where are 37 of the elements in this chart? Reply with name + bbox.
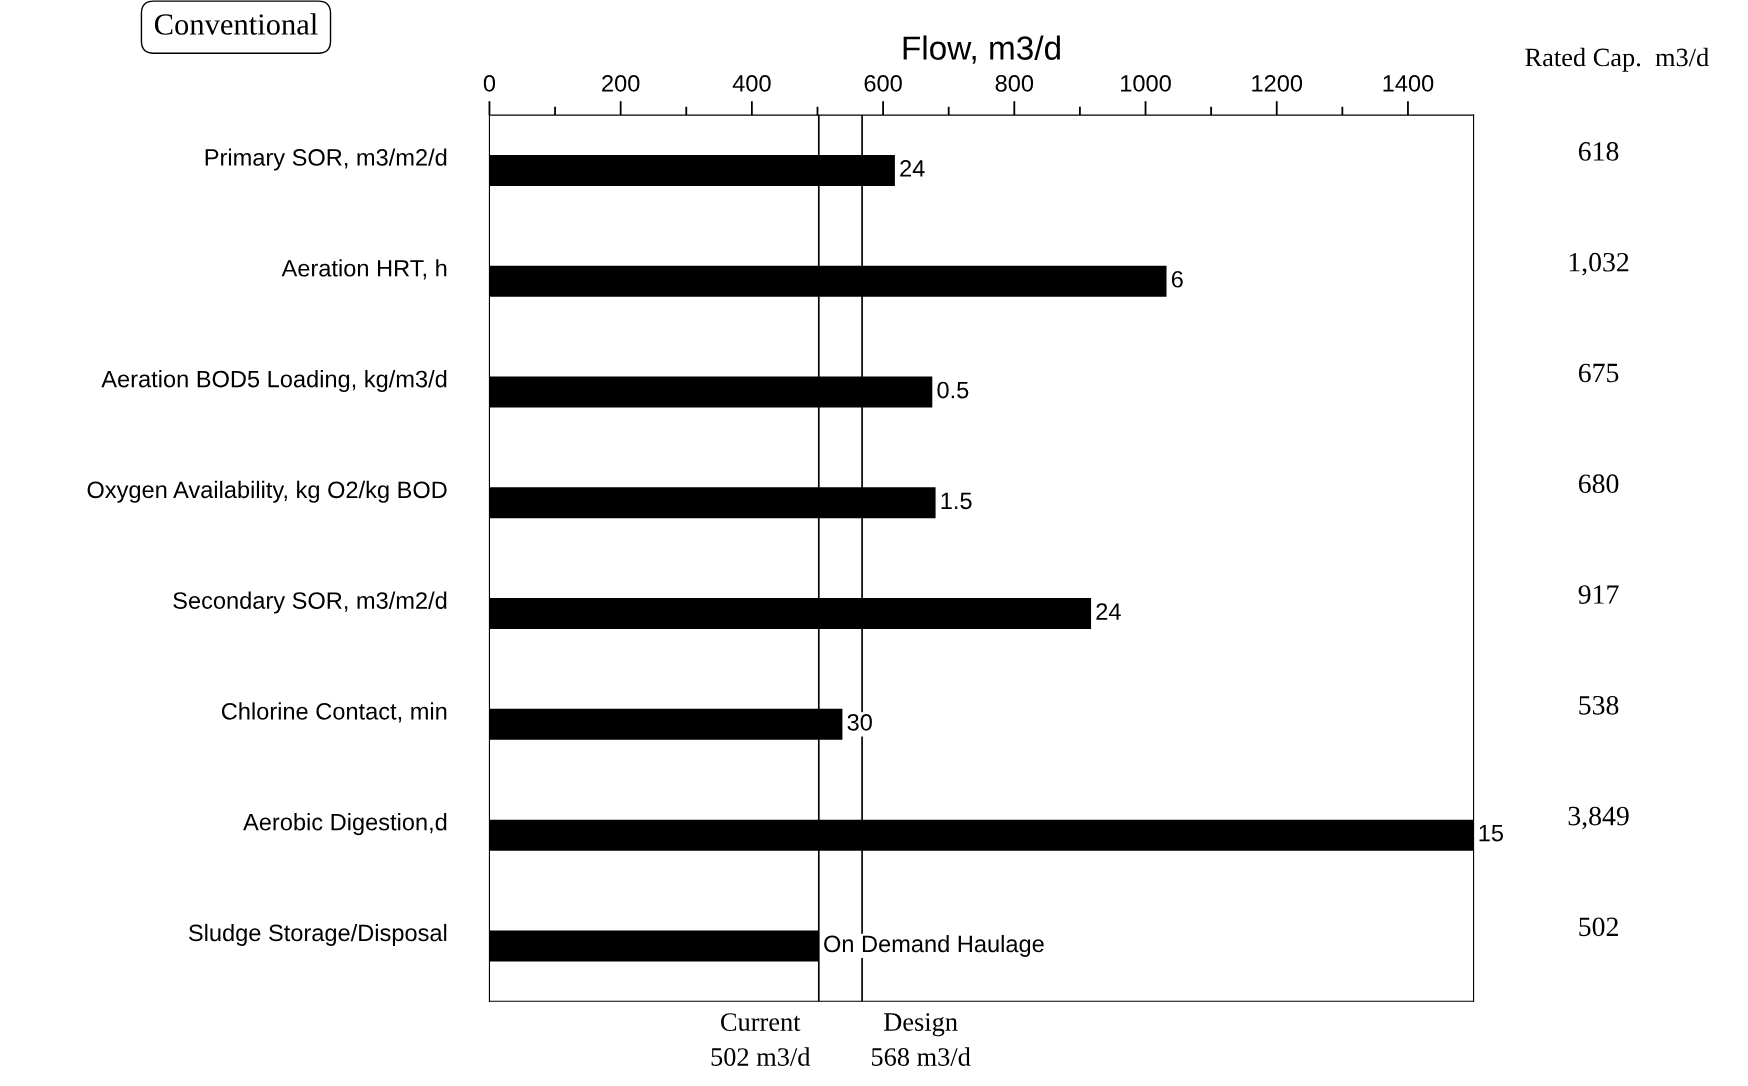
y-tick-label: Secondary SOR, m3/m2/d: [173, 591, 447, 614]
ref-line-label: Design 568 m3/d: [871, 1013, 971, 1066]
text: 538: [1579, 695, 1619, 715]
text: Rated Cap. m3/d: [1525, 47, 1709, 72]
y-tick-label: Aerobic Digestion,d: [243, 813, 447, 836]
x-tick-label: 800: [995, 74, 1034, 92]
text: 502: [1579, 917, 1618, 937]
text: 917: [1578, 585, 1619, 604]
annotation: 24: [1096, 603, 1121, 620]
y-tick-label: Aeration HRT, h: [281, 259, 447, 280]
annotation: On Demand Haulage: [824, 934, 1044, 957]
annotation: 6: [1171, 270, 1183, 288]
x-tick-label: 0: [483, 74, 496, 92]
chart-title: Flow, m3/d: [903, 35, 1060, 64]
y-tick-label: Aeration BOD5 Loading, kg/m3/d: [101, 370, 447, 393]
x-tick-label: 1000: [1121, 74, 1171, 92]
y-tick-label: Sludge Storage/Disposal: [188, 923, 447, 946]
text: 675: [1578, 363, 1619, 383]
annotation: 0.5: [937, 381, 969, 399]
x-tick-label: 1400: [1383, 74, 1434, 92]
text: 3,849: [1568, 806, 1629, 830]
y-tick-label: Primary SOR, m3/m2/d: [205, 148, 447, 171]
annotation: 15: [1479, 825, 1503, 842]
x-tick-label: 400: [732, 74, 771, 92]
text: Conventional: [154, 13, 318, 35]
y-tick-label: Chlorine Contact, min: [221, 702, 447, 723]
text: 618: [1578, 142, 1619, 161]
x-tick-label: 1200: [1252, 74, 1303, 92]
annotation: 24: [900, 160, 925, 177]
annotation: 30: [847, 713, 872, 731]
annotation: 1.5: [941, 492, 972, 510]
text: 680: [1578, 474, 1619, 494]
x-tick-label: 200: [602, 74, 640, 92]
x-tick-label: 600: [864, 74, 902, 92]
ref-line-label: Current 502 m3/d: [711, 1013, 811, 1066]
y-tick-label: Oxygen Availability, kg O2/kg BOD: [87, 480, 447, 503]
text: 1,032: [1569, 252, 1629, 276]
